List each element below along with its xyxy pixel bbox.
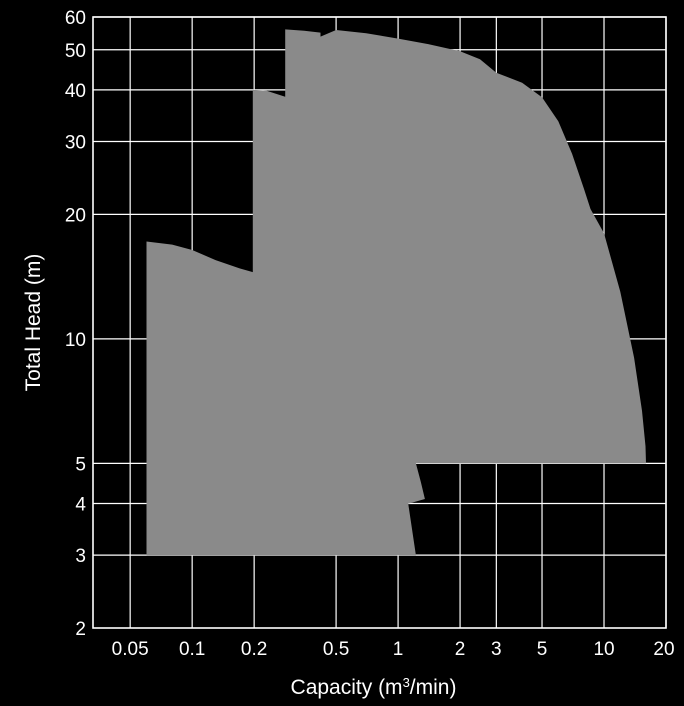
x-tick-label: 1 — [393, 639, 404, 660]
x-tick-label: 0.2 — [241, 639, 267, 660]
x-axis-label-prefix: Capacity (m — [291, 676, 403, 699]
y-tick-label: 5 — [75, 454, 86, 475]
x-tick-label: 5 — [537, 639, 548, 660]
area-layer — [146, 29, 646, 556]
x-tick-label: 0.05 — [112, 639, 149, 660]
operating-range-area — [146, 29, 646, 556]
plot-frame — [92, 16, 667, 629]
y-tick-label: 50 — [65, 41, 86, 62]
y-tick-label: 20 — [65, 205, 86, 226]
y-tick-label: 10 — [65, 330, 86, 351]
x-tick-label: 0.1 — [179, 639, 205, 660]
x-tick-label: 3 — [491, 639, 502, 660]
x-tick-label: 0.5 — [323, 639, 349, 660]
x-tick-label: 20 — [653, 639, 674, 660]
y-tick-label: 4 — [75, 494, 86, 515]
x-axis-label: Capacity (m3/min) — [291, 675, 457, 700]
y-tick-label: 2 — [75, 619, 86, 640]
y-tick-label: 40 — [65, 81, 86, 102]
x-tick-label: 2 — [455, 639, 466, 660]
y-tick-label: 30 — [65, 133, 86, 154]
x-axis-label-suffix: /min) — [410, 676, 457, 699]
y-tick-label: 60 — [65, 8, 86, 29]
y-tick-label: 3 — [75, 546, 86, 567]
x-tick-label: 10 — [593, 639, 614, 660]
tick-layer: 0.05 0.1 0.2 0.5 1 2 3 5 10 20 2 3 4 5 10 20 30 40 50 60 — [65, 8, 675, 660]
y-axis-label: Total Head (m) — [22, 254, 45, 392]
x-axis-label-superscript: 3 — [403, 675, 410, 690]
